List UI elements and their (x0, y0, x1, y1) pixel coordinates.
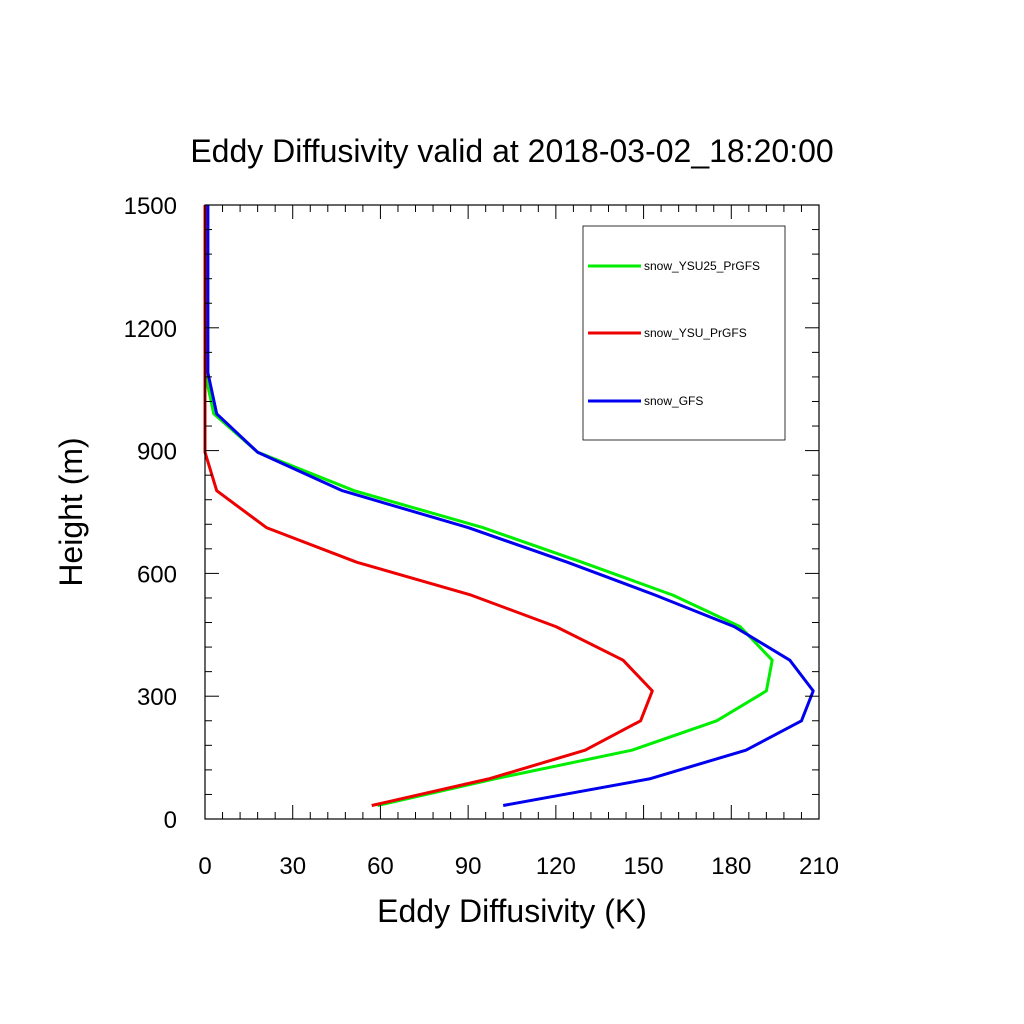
x-tick-label: 120 (536, 853, 576, 880)
y-tick-label: 300 (137, 684, 177, 711)
chart-title: Eddy Diffusivity valid at 2018-03-02_18:… (190, 133, 833, 169)
x-tick-label: 210 (799, 853, 839, 880)
legend-label-ysu25: snow_YSU25_PrGFS (644, 259, 760, 273)
y-tick-label: 1500 (124, 193, 177, 220)
x-tick-label: 180 (711, 853, 751, 880)
plot-frame (204, 204, 820, 820)
x-tick-label: 0 (198, 853, 211, 880)
x-axis-label: Eddy Diffusivity (K) (377, 893, 647, 929)
legend-label-gfs: snow_GFS (644, 394, 703, 408)
axis-tick-labels: 0 30 60 90 120 150 180 210 0 300 600 900 1200 1500 (124, 193, 839, 880)
y-axis-label: Height (m) (53, 437, 89, 586)
x-tick-label: 30 (279, 853, 306, 880)
y-tick-label: 600 (137, 561, 177, 588)
x-tick-label: 60 (367, 853, 394, 880)
legend-label-ysu: snow_YSU_PrGFS (644, 326, 747, 340)
y-tick-label: 1200 (124, 316, 177, 343)
x-tick-label: 150 (624, 853, 664, 880)
legend: snow_YSU25_PrGFS snow_YSU_PrGFS snow_GFS (582, 225, 786, 441)
y-tick-label: 0 (164, 807, 177, 834)
x-tick-label: 90 (455, 853, 482, 880)
series-line-2 (206, 205, 815, 807)
axis-ticks (204, 204, 820, 820)
y-tick-label: 900 (137, 439, 177, 466)
